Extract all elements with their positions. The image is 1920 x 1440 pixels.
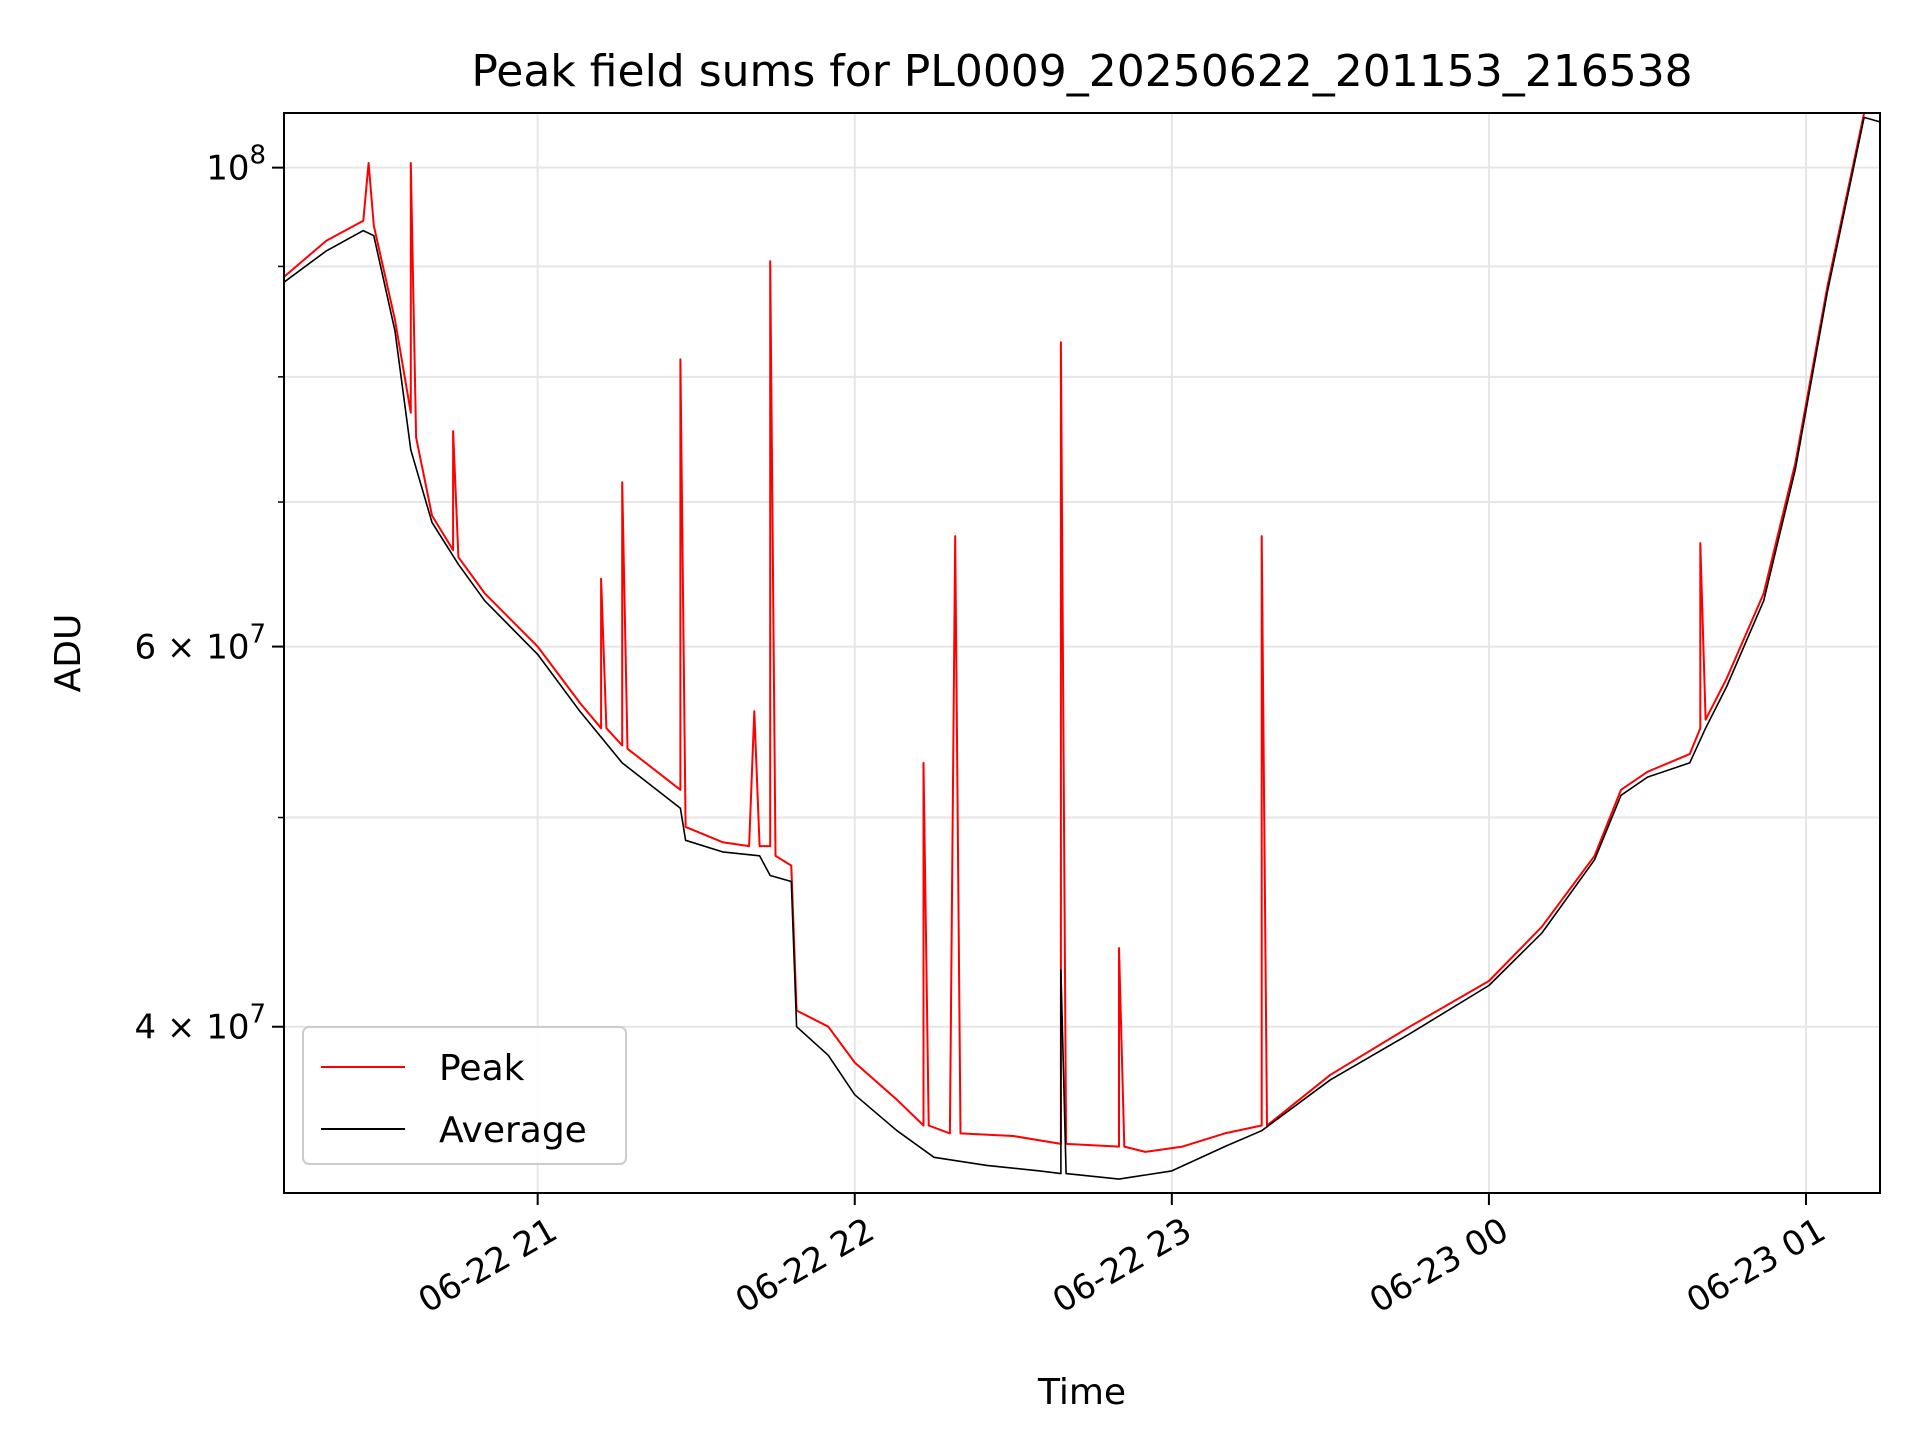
chart-title: Peak field sums for PL0009_20250622_2011… (471, 46, 1692, 97)
legend-label-average: Average (439, 1110, 587, 1151)
legend: Peak Average (302, 1026, 627, 1165)
legend-label-peak: Peak (439, 1048, 525, 1089)
series-layer (283, 112, 1881, 1180)
y-axis-label: ADU (48, 614, 89, 693)
grid (284, 113, 1880, 1193)
plot-frame (283, 112, 1881, 1194)
x-axis-label: Time (1037, 1372, 1126, 1413)
series-line-peak (283, 112, 1880, 1153)
y-tick-label: 6 × 107 (134, 620, 266, 668)
y-tick-label: 4 × 107 (134, 1000, 266, 1048)
series-line-average (283, 116, 1881, 1180)
